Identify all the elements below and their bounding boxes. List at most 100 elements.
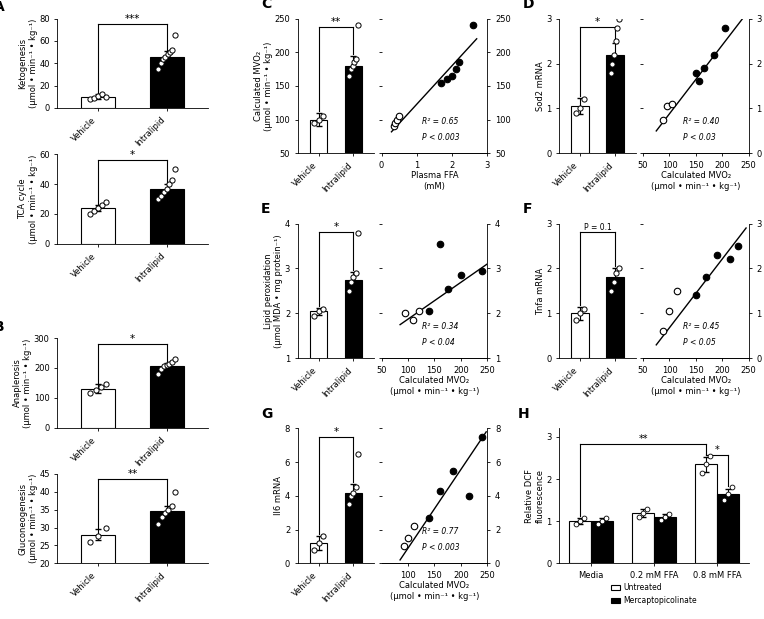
Text: *: * — [715, 444, 720, 454]
Y-axis label: Ketogenesis
(μmol • min⁻¹ • kg⁻¹): Ketogenesis (μmol • min⁻¹ • kg⁻¹) — [18, 19, 37, 108]
Bar — [571, 106, 589, 154]
Y-axis label: Lipid peroxidation
(μmol MDA • mg protein⁻¹): Lipid peroxidation (μmol MDA • mg protei… — [264, 234, 283, 348]
Text: H: H — [517, 407, 529, 421]
Point — [169, 30, 181, 40]
Point — [570, 108, 582, 118]
Text: P = 0.1: P = 0.1 — [584, 223, 611, 232]
Point — [309, 118, 321, 128]
Bar — [591, 521, 613, 563]
Point — [393, 111, 406, 121]
Point — [96, 200, 108, 210]
Bar — [310, 311, 327, 404]
Point — [704, 451, 717, 461]
Point — [696, 468, 708, 478]
Text: **: ** — [639, 435, 648, 444]
Point — [718, 495, 730, 505]
Text: R² = 0.45: R² = 0.45 — [683, 322, 720, 331]
Point — [169, 164, 181, 174]
Point — [84, 388, 96, 398]
Point — [413, 306, 425, 316]
Point — [100, 92, 112, 102]
Point — [570, 315, 582, 325]
Point — [613, 264, 625, 274]
Point — [343, 71, 355, 81]
Point — [434, 486, 446, 496]
Point — [423, 306, 435, 316]
Point — [345, 64, 357, 74]
Text: *: * — [130, 150, 135, 160]
Text: E: E — [261, 202, 270, 216]
Point — [722, 489, 734, 499]
Bar — [345, 493, 362, 563]
Point — [309, 311, 321, 321]
Point — [349, 482, 361, 492]
Point — [398, 542, 410, 552]
Point — [690, 290, 702, 300]
Point — [659, 512, 671, 522]
Point — [96, 90, 108, 100]
Point — [348, 58, 361, 67]
Point — [641, 504, 653, 514]
Point — [88, 93, 100, 103]
Point — [388, 121, 400, 131]
Text: *: * — [130, 334, 135, 344]
Text: P < 0.05: P < 0.05 — [683, 338, 716, 347]
Bar — [345, 66, 362, 187]
Bar — [695, 464, 717, 563]
Point — [657, 115, 669, 124]
Point — [637, 508, 649, 517]
Point — [596, 516, 608, 526]
Point — [570, 519, 582, 529]
Y-axis label: Anaplerosis
(μmol • min⁻¹ • kg⁻¹): Anaplerosis (μmol • min⁻¹ • kg⁻¹) — [13, 338, 32, 428]
Point — [389, 118, 401, 128]
Point — [164, 47, 176, 57]
Point — [84, 537, 96, 547]
Point — [449, 64, 461, 74]
Point — [441, 74, 453, 84]
Y-axis label: Calculated MVO₂
(μmol • min⁻¹ • kg⁻¹): Calculated MVO₂ (μmol • min⁻¹ • kg⁻¹) — [254, 41, 273, 131]
Point — [160, 184, 173, 194]
Point — [663, 509, 675, 519]
Point — [578, 513, 590, 523]
Text: ***: *** — [125, 14, 140, 24]
Point — [434, 239, 446, 249]
Text: R² = 0.65: R² = 0.65 — [422, 117, 458, 126]
Point — [666, 99, 678, 109]
Point — [611, 23, 623, 33]
Text: F: F — [523, 202, 532, 216]
Point — [351, 20, 364, 30]
Point — [163, 179, 176, 189]
Bar — [150, 366, 183, 428]
Point — [610, 36, 622, 46]
Text: *: * — [334, 222, 338, 232]
Point — [423, 513, 435, 522]
Point — [724, 254, 736, 264]
Point — [574, 308, 586, 318]
Bar — [717, 494, 739, 563]
Bar — [571, 313, 589, 358]
Point — [711, 250, 724, 260]
Y-axis label: Sod2 mRNA: Sod2 mRNA — [536, 61, 545, 111]
Text: P < 0.003: P < 0.003 — [422, 543, 459, 552]
Point — [317, 531, 329, 541]
Y-axis label: Gluconeogenesis
(μmol • min⁻¹ • kg⁻¹): Gluconeogenesis (μmol • min⁻¹ • kg⁻¹) — [18, 474, 37, 563]
Bar — [150, 511, 183, 619]
Bar — [632, 513, 654, 563]
Point — [88, 206, 100, 216]
X-axis label: Calculated MVO₂
(μmol • min⁻¹ • kg⁻¹): Calculated MVO₂ (μmol • min⁻¹ • kg⁻¹) — [651, 376, 740, 396]
Point — [347, 61, 359, 71]
Text: R² = 0.77: R² = 0.77 — [422, 527, 458, 535]
Bar — [606, 54, 623, 154]
Point — [312, 538, 325, 548]
Point — [708, 50, 720, 59]
Point — [467, 20, 479, 30]
Point — [672, 286, 684, 296]
Point — [343, 500, 355, 509]
Point — [169, 354, 181, 364]
Point — [633, 512, 645, 522]
Point — [160, 51, 172, 61]
X-axis label: Plasma FFA
(mM): Plasma FFA (mM) — [410, 171, 458, 191]
Point — [162, 504, 174, 514]
Y-axis label: Tnfa mRNA: Tnfa mRNA — [536, 267, 545, 314]
Text: B: B — [0, 320, 5, 334]
